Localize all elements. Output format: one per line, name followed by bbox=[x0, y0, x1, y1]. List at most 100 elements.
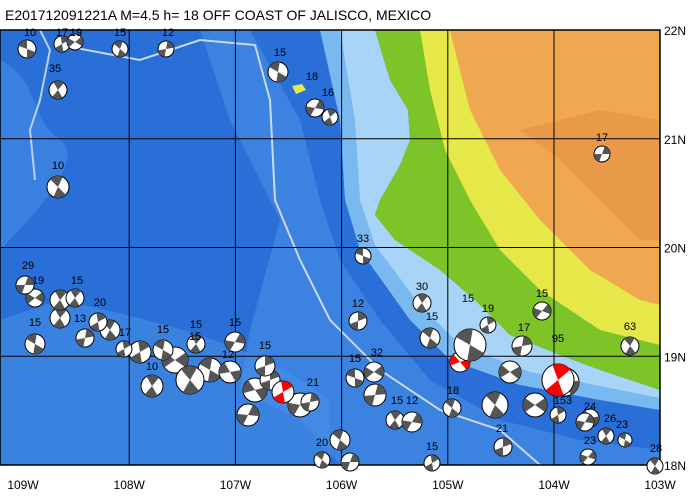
ball-quadrant bbox=[374, 365, 384, 377]
ball-quadrant bbox=[265, 356, 275, 366]
depth-label: 15 bbox=[391, 395, 403, 407]
ball-quadrant bbox=[60, 36, 69, 44]
depth-label: 15 bbox=[426, 311, 438, 323]
depth-label: 24 bbox=[584, 401, 596, 413]
depth-label: 15 bbox=[190, 319, 202, 331]
focal-mechanism bbox=[493, 437, 513, 457]
lon-label: 103W bbox=[644, 478, 676, 492]
ball-quadrant bbox=[494, 447, 503, 456]
ball-quadrant bbox=[273, 392, 285, 403]
depth-label: 21 bbox=[307, 377, 319, 389]
lon-label: 109W bbox=[7, 478, 39, 492]
ball-quadrant bbox=[105, 330, 117, 340]
ball-quadrant bbox=[412, 413, 422, 424]
ball-quadrant bbox=[332, 430, 344, 440]
ball-quadrant bbox=[336, 440, 348, 450]
ball-quadrant bbox=[181, 366, 197, 380]
focal-mechanism bbox=[157, 40, 175, 58]
focal-mechanism bbox=[66, 33, 84, 51]
ball-quadrant bbox=[522, 336, 532, 346]
focal-mechanism bbox=[128, 340, 152, 364]
focal-mechanism bbox=[453, 328, 487, 362]
ball-quadrant bbox=[498, 364, 510, 378]
depth-label: 26 bbox=[604, 413, 616, 425]
focal-mechanism bbox=[218, 360, 242, 384]
ball-quadrant bbox=[26, 293, 35, 304]
ball-quadrant bbox=[122, 341, 131, 349]
ball-quadrant bbox=[25, 276, 34, 285]
ball-quadrant bbox=[625, 346, 636, 356]
focal-mechanism bbox=[24, 333, 46, 355]
ball-quadrant bbox=[55, 290, 67, 300]
focal-mechanism bbox=[65, 288, 85, 308]
ball-quadrant bbox=[389, 420, 400, 429]
depth-label: 63 bbox=[624, 321, 636, 333]
depth-label: 16 bbox=[322, 87, 334, 99]
ball-quadrant bbox=[315, 451, 325, 460]
ball-quadrant bbox=[425, 463, 434, 471]
focal-mechanism bbox=[267, 61, 289, 83]
ball-quadrant bbox=[315, 100, 325, 110]
lat-label: 20N bbox=[664, 242, 686, 256]
ball-quadrant bbox=[53, 300, 65, 310]
focal-mechanism bbox=[25, 288, 45, 308]
ball-quadrant bbox=[426, 338, 438, 349]
lon-label: 106W bbox=[326, 478, 358, 492]
lon-label: 107W bbox=[220, 478, 252, 492]
focal-mechanism bbox=[152, 339, 174, 361]
depth-label: 15 bbox=[157, 324, 169, 336]
focal-mechanism bbox=[254, 355, 276, 377]
ball-quadrant bbox=[301, 402, 310, 411]
focal-mechanism bbox=[479, 316, 497, 334]
depth-label: 35 bbox=[49, 63, 61, 75]
ball-quadrant bbox=[230, 370, 242, 382]
depth-label: 153 bbox=[554, 395, 572, 407]
ball-quadrant bbox=[602, 428, 612, 436]
ball-quadrant bbox=[552, 363, 571, 380]
ball-quadrant bbox=[450, 354, 460, 366]
ball-quadrant bbox=[113, 41, 123, 49]
depth-label: 18 bbox=[306, 71, 318, 83]
ball-quadrant bbox=[53, 318, 65, 328]
focal-mechanism bbox=[115, 340, 133, 358]
ball-quadrant bbox=[445, 398, 456, 408]
ball-quadrant bbox=[363, 256, 371, 264]
ball-quadrant bbox=[16, 285, 25, 294]
depth-label: 12 bbox=[352, 298, 364, 310]
depth-label: 32 bbox=[371, 347, 383, 359]
ball-quadrant bbox=[85, 329, 94, 338]
depth-label: 10 bbox=[146, 361, 158, 373]
ball-quadrant bbox=[53, 81, 64, 90]
depth-label: 10 bbox=[52, 160, 64, 172]
focal-mechanism bbox=[401, 411, 423, 433]
focal-mechanism bbox=[412, 293, 432, 313]
ball-quadrant bbox=[248, 405, 259, 417]
ball-quadrant bbox=[486, 317, 495, 325]
focal-mechanism bbox=[15, 275, 35, 295]
ball-quadrant bbox=[235, 333, 246, 344]
depth-label: 15 bbox=[29, 317, 41, 329]
ball-quadrant bbox=[260, 380, 270, 390]
ball-quadrant bbox=[281, 381, 293, 392]
ball-quadrant bbox=[27, 49, 36, 58]
ball-quadrant bbox=[481, 325, 490, 333]
focal-mechanism bbox=[363, 383, 387, 407]
depth-label: 15 bbox=[462, 293, 474, 305]
depth-label: 95 bbox=[552, 333, 564, 345]
ball-quadrant bbox=[485, 392, 501, 405]
ball-quadrant bbox=[50, 176, 63, 187]
lon-label: 108W bbox=[114, 478, 146, 492]
ball-quadrant bbox=[523, 398, 535, 412]
depth-label: 12 bbox=[222, 349, 234, 361]
depth-label: 20 bbox=[316, 437, 328, 449]
depth-label: 15 bbox=[114, 27, 126, 39]
focal-mechanism bbox=[423, 454, 441, 472]
ball-quadrant bbox=[600, 436, 610, 444]
ball-quadrant bbox=[237, 413, 248, 425]
ball-quadrant bbox=[154, 340, 165, 350]
focal-mechanism bbox=[236, 403, 260, 427]
ball-quadrant bbox=[594, 154, 602, 162]
depth-label: 18 bbox=[447, 385, 459, 397]
depth-label: 21 bbox=[496, 423, 508, 435]
